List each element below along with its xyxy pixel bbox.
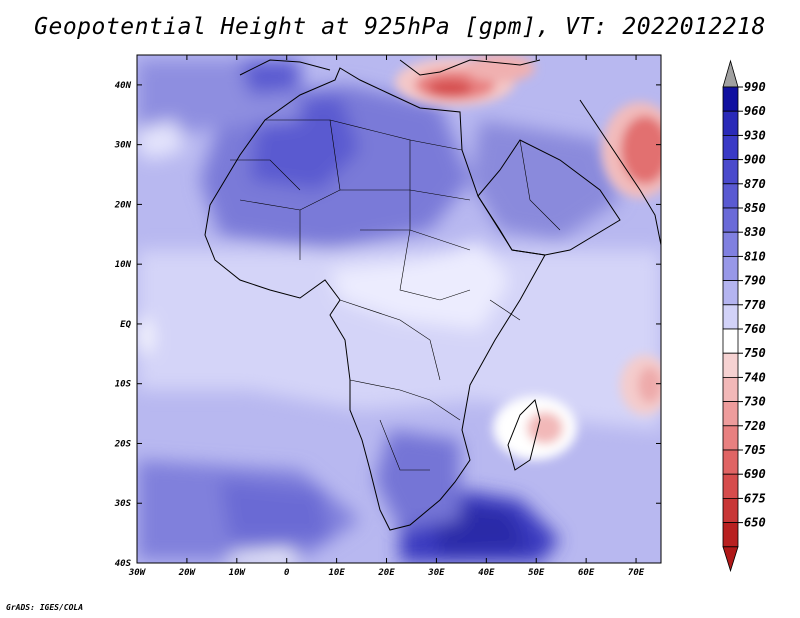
coastlines xyxy=(204,59,661,531)
colorbar-swatch xyxy=(722,134,739,160)
lat-label: 30S xyxy=(114,499,132,509)
lon-label: 60E xyxy=(578,568,595,578)
colorbar-swatch xyxy=(722,328,739,354)
colorbar-label: 960 xyxy=(744,104,766,118)
axis-ticks: 30W 20W 10W 0 10E 20E 30E 40E 50E 60E 70E 40N 30N 20N… xyxy=(114,55,661,578)
lon-label: 20W xyxy=(178,568,197,578)
lon-label: 40E xyxy=(478,568,495,578)
footer-credit: GrADS: IGES/COLA xyxy=(6,603,84,612)
colorbar-swatch xyxy=(722,473,739,499)
colorbar-label: 690 xyxy=(744,467,766,481)
lon-label: 50E xyxy=(528,568,545,578)
lat-label: 40S xyxy=(115,559,132,569)
map-frame xyxy=(136,54,662,564)
lat-label: 40N xyxy=(115,81,132,91)
iran-coastline xyxy=(579,99,661,246)
colorbar-swatch xyxy=(722,352,739,378)
lon-label: 10E xyxy=(328,568,345,578)
lat-label: 10S xyxy=(115,380,132,390)
chart-title: Geopotential Height at 925hPa [gpm], VT:… xyxy=(34,14,766,40)
colorbar-label: 900 xyxy=(744,153,766,167)
colorbar-swatch xyxy=(722,86,739,112)
colorbar-label: 650 xyxy=(744,516,766,530)
arabia-coastline xyxy=(477,139,621,256)
colorbar-label: 850 xyxy=(744,201,766,215)
lon-label: 30E xyxy=(427,568,445,578)
colorbar-top-arrow xyxy=(722,59,739,88)
turkey-coastline xyxy=(399,59,541,76)
lon-label: 10W xyxy=(229,568,247,578)
colorbar-label: 810 xyxy=(744,249,766,263)
lat-label: 30N xyxy=(114,141,132,151)
madagascar-coastline xyxy=(507,399,541,471)
lon-label: 20E xyxy=(377,568,395,578)
lat-label: 10N xyxy=(115,260,132,270)
lat-label: 20S xyxy=(114,439,132,449)
lon-label: 0 xyxy=(284,568,290,578)
colorbar-label: 720 xyxy=(744,419,766,433)
colorbar-swatch xyxy=(722,183,739,209)
colorbar-swatch xyxy=(722,110,739,136)
colorbar-label: 870 xyxy=(744,177,766,191)
colorbar-label: 770 xyxy=(744,298,766,312)
colorbar-swatch xyxy=(722,425,739,451)
colorbar-label: 930 xyxy=(744,128,766,142)
colorbar-swatch xyxy=(722,255,739,281)
colorbar-bottom-arrow xyxy=(722,546,739,573)
colorbar-label: 730 xyxy=(744,395,766,409)
colorbar-label: 760 xyxy=(744,322,766,336)
colorbar-label: 705 xyxy=(744,443,766,457)
colorbar-swatch xyxy=(722,207,739,233)
lat-label: EQ xyxy=(120,320,131,330)
colorbar-label: 740 xyxy=(744,370,766,384)
lat-label: 20N xyxy=(114,200,132,210)
iberia-coastline xyxy=(239,59,331,76)
colorbar-swatch xyxy=(722,280,739,306)
colorbar-label: 750 xyxy=(744,346,766,360)
colorbar-label: 675 xyxy=(744,491,766,505)
height-field xyxy=(137,55,661,563)
colorbar-label: 990 xyxy=(744,80,766,94)
country-borders xyxy=(230,119,561,471)
colorbar-swatch xyxy=(722,401,739,427)
colorbar-swatch xyxy=(722,159,739,185)
colorbar-swatch xyxy=(722,376,739,402)
colorbar-label: 790 xyxy=(744,274,766,288)
colorbar-swatch xyxy=(722,449,739,475)
colorbar-label: 830 xyxy=(744,225,766,239)
lon-label: 70E xyxy=(628,568,645,578)
colorbar-swatch xyxy=(722,304,739,330)
colorbar-swatch xyxy=(722,522,739,548)
colorbar-swatch xyxy=(722,497,739,523)
colorbar: 990 960 930 900 870 850 830 810 790 770 760 750 740 7… xyxy=(722,59,766,573)
colorbar-swatch xyxy=(722,231,739,257)
lon-label: 30W xyxy=(128,568,147,578)
